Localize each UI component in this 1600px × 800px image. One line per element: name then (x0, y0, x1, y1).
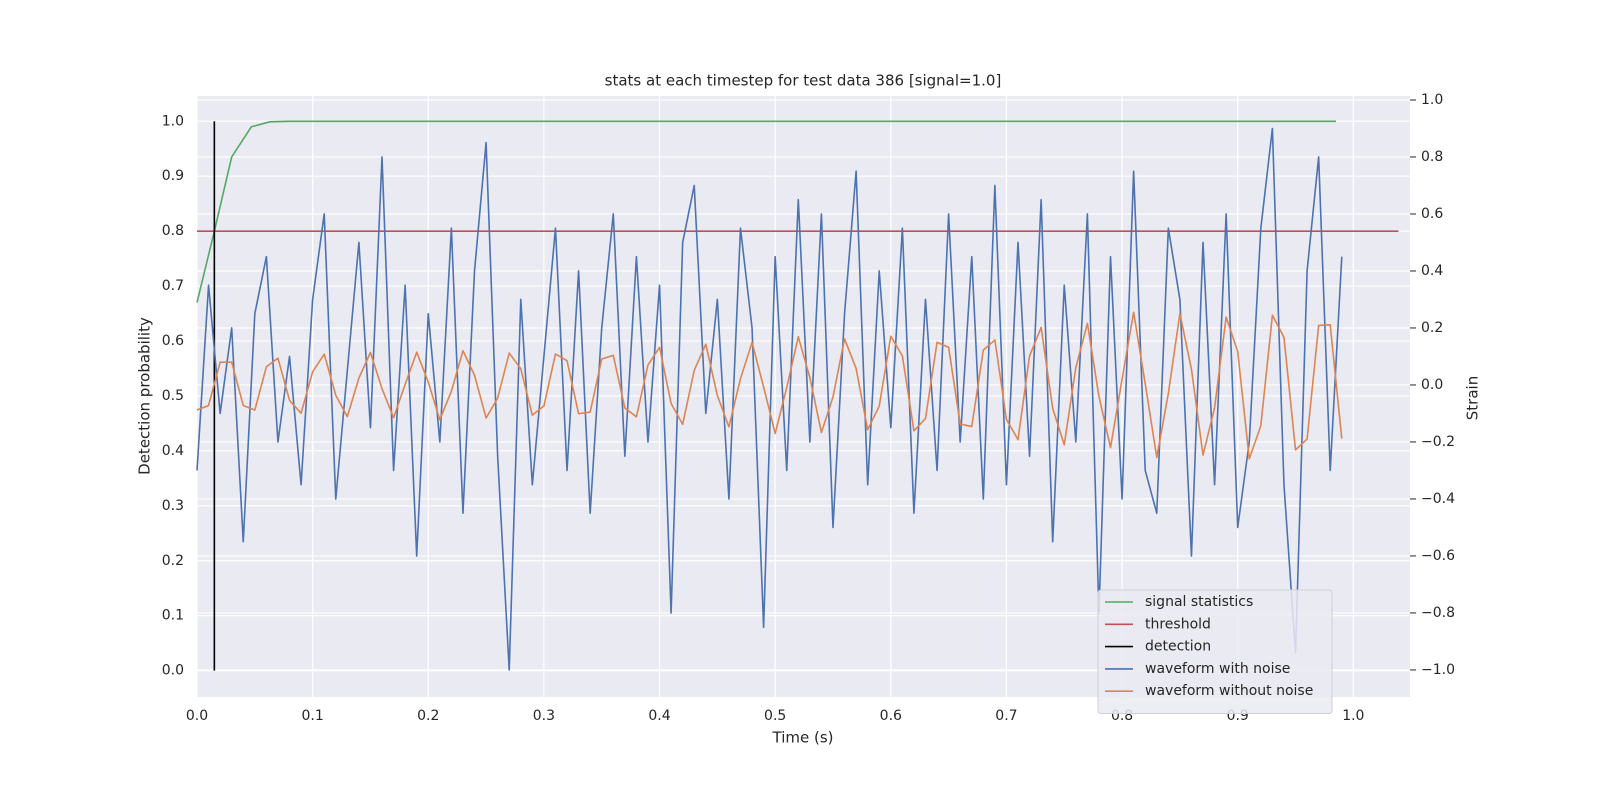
x-tick-label: 0.6 (880, 708, 902, 724)
series-line (196, 311, 1343, 460)
y2-axis-label: Strain (1464, 376, 1482, 420)
legend-box (1097, 589, 1333, 714)
y-tick-label: 0.3 (162, 498, 184, 514)
y-tick-label: 0.6 (162, 333, 184, 349)
y2-tick-label: −0.8 (1421, 605, 1455, 621)
y-tick-label: 0.2 (162, 553, 184, 569)
x-axis-label: Time (s) (772, 729, 834, 747)
y2-tick-label: −1.0 (1421, 662, 1455, 678)
legend-label: detection (1145, 639, 1211, 655)
y-tick-label: 1.0 (162, 113, 184, 129)
y2-tick-label: 0.4 (1421, 263, 1443, 279)
series-line (196, 127, 1343, 671)
y2-tick-label: 0.2 (1421, 320, 1443, 336)
legend-label: waveform without noise (1145, 683, 1313, 699)
y2-tick-label: 0.6 (1421, 206, 1443, 222)
x-tick-label: 0.7 (995, 708, 1017, 724)
chart-title: stats at each timestep for test data 386… (605, 72, 1002, 90)
y2-tick-label: −0.4 (1421, 491, 1455, 507)
x-tick-label: 1.0 (1342, 708, 1364, 724)
y2-tick-label: 0.0 (1421, 377, 1443, 393)
y-tick-label: 0.4 (162, 443, 184, 459)
x-tick-label: 0.0 (186, 708, 208, 724)
y-tick-label: 0.5 (162, 388, 184, 404)
y2-tick-label: 0.8 (1421, 149, 1443, 165)
x-tick-label: 0.3 (533, 708, 555, 724)
x-tick-label: 0.1 (302, 708, 324, 724)
y-tick-label: 0.1 (162, 608, 184, 624)
axes: 0.0 0.1 0.2 0.3 0.4 0.5 0.6 0.7 0.8 0.9 1.0 0.0 0.1 0… (162, 92, 1455, 724)
y2-tick-label: −0.6 (1421, 548, 1455, 564)
y2-tick-label: 1.0 (1421, 92, 1443, 108)
legend-label: signal statistics (1145, 594, 1253, 610)
y-axis-label: Detection probability (136, 317, 154, 475)
y-tick-label: 0.9 (162, 168, 184, 184)
legend: signal statistics threshold detection wavef… (1097, 589, 1333, 714)
x-tick-label: 0.4 (648, 708, 670, 724)
y2-tick-label: −0.2 (1421, 434, 1455, 450)
lines (196, 120, 1399, 671)
x-tick-label: 0.2 (417, 708, 439, 724)
y-tick-label: 0.7 (162, 278, 184, 294)
legend-label: waveform with noise (1145, 661, 1290, 677)
x-tick-label: 0.5 (764, 708, 786, 724)
legend-label: threshold (1145, 616, 1211, 632)
y-tick-label: 0.8 (162, 223, 184, 239)
y-tick-label: 0.0 (162, 663, 184, 679)
